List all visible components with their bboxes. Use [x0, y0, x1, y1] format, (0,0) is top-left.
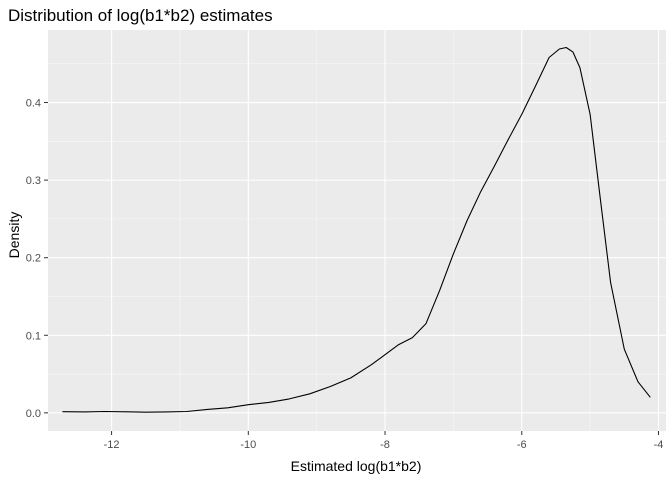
x-tick-label: -4: [654, 439, 664, 451]
major-gridlines: [48, 30, 666, 431]
plot-panel: [48, 30, 666, 431]
y-tick-label: 0.0: [26, 408, 41, 420]
y-tick-label: 0.1: [26, 330, 41, 342]
x-tick-label: -6: [517, 439, 527, 451]
density-line: [62, 46, 651, 413]
x-axis-title: Estimated log(b1*b2): [291, 458, 422, 474]
x-tick-label: -10: [240, 439, 256, 451]
y-tick-label: 0.3: [26, 175, 41, 187]
x-tick-label: -8: [380, 439, 390, 451]
y-axis-title: Density: [6, 212, 22, 259]
x-tick-label: -12: [104, 439, 120, 451]
x-axis: -12 -10 -8 -6 -4: [104, 431, 664, 451]
chart-title: Distribution of log(b1*b2) estimates: [8, 6, 273, 25]
y-tick-label: 0.4: [26, 98, 41, 110]
y-tick-label: 0.2: [26, 253, 41, 265]
y-axis: 0.0 0.1 0.2 0.3 0.4: [26, 98, 48, 420]
